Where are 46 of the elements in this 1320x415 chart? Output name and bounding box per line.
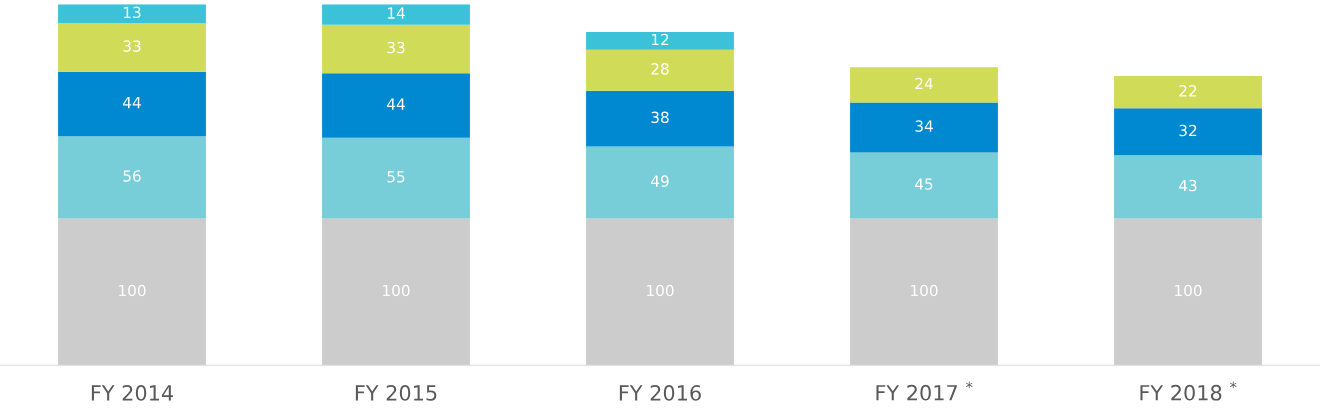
data-label: 13 bbox=[123, 6, 141, 19]
bar bbox=[1114, 108, 1262, 156]
data-label: 24 bbox=[915, 77, 933, 90]
bar bbox=[850, 102, 998, 153]
bar bbox=[58, 136, 206, 219]
bar bbox=[586, 218, 734, 366]
data-label: 44 bbox=[123, 97, 141, 109]
x-tick-label: FY 2014 bbox=[91, 385, 174, 401]
bar bbox=[586, 49, 734, 91]
bar bbox=[322, 137, 470, 219]
data-label: 43 bbox=[1179, 179, 1197, 192]
data-label: 33 bbox=[387, 41, 405, 54]
bar bbox=[322, 73, 470, 138]
data-label: 12 bbox=[651, 33, 669, 46]
bar bbox=[322, 24, 470, 74]
bar bbox=[58, 71, 206, 137]
x-tick-label: FY 2016 bbox=[619, 385, 701, 401]
bar bbox=[58, 4, 206, 24]
x-tick-label: FY 2017 $^{*}$ bbox=[876, 381, 973, 401]
data-label: 56 bbox=[123, 170, 141, 182]
bar bbox=[850, 67, 998, 103]
bar bbox=[1114, 218, 1262, 366]
bar bbox=[58, 218, 206, 366]
data-label: 55 bbox=[387, 171, 405, 183]
bar bbox=[850, 218, 998, 366]
x-tick-label: FY 2018 $^{*}$ bbox=[1140, 381, 1237, 401]
data-label: 49 bbox=[651, 175, 669, 187]
data-label: 28 bbox=[651, 63, 669, 75]
bar bbox=[586, 90, 734, 147]
bar bbox=[586, 146, 734, 219]
data-label: 14 bbox=[387, 7, 405, 19]
bar bbox=[850, 152, 998, 219]
bar bbox=[58, 23, 206, 72]
bar bbox=[1114, 76, 1262, 109]
bar bbox=[1114, 155, 1262, 219]
data-label: 33 bbox=[123, 40, 141, 52]
data-label: 45 bbox=[915, 178, 933, 190]
data-label: 32 bbox=[1179, 124, 1197, 137]
x-tick-label: FY 2015 bbox=[355, 385, 437, 401]
data-label: 38 bbox=[651, 111, 669, 124]
data-label: 34 bbox=[915, 120, 933, 132]
data-label: 44 bbox=[387, 98, 405, 110]
data-label: 22 bbox=[1179, 85, 1197, 97]
bar bbox=[322, 4, 470, 25]
bar bbox=[322, 218, 470, 366]
bar bbox=[586, 32, 734, 50]
